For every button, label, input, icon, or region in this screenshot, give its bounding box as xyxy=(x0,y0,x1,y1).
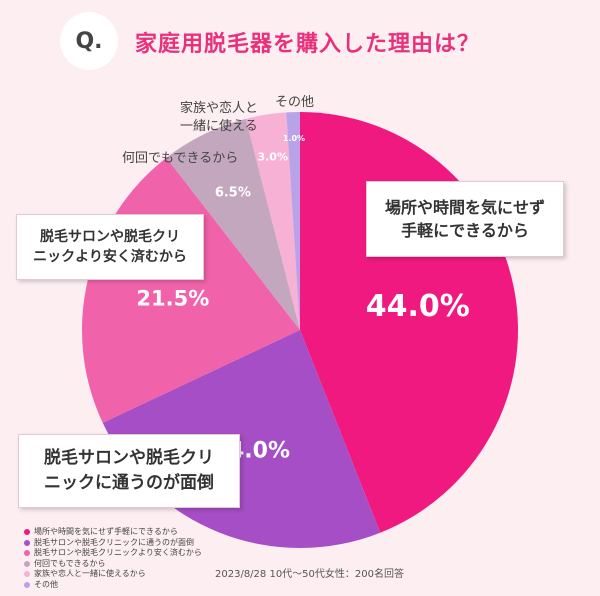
legend-label: 何回でもできるから xyxy=(34,558,106,568)
slice-value-label: 3.0% xyxy=(257,151,288,164)
legend-label: その他 xyxy=(34,579,58,589)
legend-label: 脱毛サロンや脱毛クリニックより安く済むから xyxy=(34,548,202,557)
slice-value-label: 44.0% xyxy=(366,289,470,324)
question-badge: Q. xyxy=(60,12,118,70)
slice-value-label: 1.0% xyxy=(283,134,305,143)
legend-item: 家族や恋人と一緒に使えるから xyxy=(24,569,202,580)
label-slice-5: その他 xyxy=(275,95,315,110)
callout-slice-1: 脱毛サロンや脱毛クリ ニックに通うのが面倒 xyxy=(18,434,240,508)
legend-label: 場所や時間を気にせず手軽にできるから xyxy=(34,527,178,536)
legend-label: 脱毛サロンや脱毛クリニックに通うのが面倒 xyxy=(34,537,194,547)
chart-title: 家庭用脱毛器を購入した理由は？ xyxy=(135,32,481,57)
slice-value-label: 6.5% xyxy=(215,185,251,200)
pie-slice xyxy=(245,112,300,330)
legend-item: その他 xyxy=(24,580,202,591)
source-note: 2023/8/28 10代〜50代女性：200名回答 xyxy=(215,569,404,580)
callout-slice-0: 場所や時間を気にせず 手軽にできるから xyxy=(366,181,564,257)
legend-swatch xyxy=(24,560,30,567)
label-slice-4: 家族や恋人と 一緒に使える xyxy=(180,101,259,134)
header: Q. 家庭用脱毛器を購入した理由は？ xyxy=(0,0,600,82)
legend-item: 何回でもできるから xyxy=(24,559,202,570)
callout-slice-2: 脱毛サロンや脱毛クリ ニックより安く済むから xyxy=(16,214,204,280)
legend-swatch xyxy=(24,529,30,536)
slice-value-label: 21.5% xyxy=(136,286,209,310)
legend-swatch xyxy=(24,571,30,578)
legend-swatch xyxy=(24,539,30,546)
legend-item: 脱毛サロンや脱毛クリニックに通うのが面倒 xyxy=(24,538,202,549)
legend-swatch xyxy=(24,550,30,557)
legend-swatch xyxy=(24,581,30,588)
legend-item: 場所や時間を気にせず手軽にできるから xyxy=(24,527,202,538)
legend-item: 脱毛サロンや脱毛クリニックより安く済むから xyxy=(24,548,202,559)
pie-slice xyxy=(166,118,300,330)
pie-slice xyxy=(286,112,300,330)
label-slice-3: 何回でもできるから xyxy=(122,151,239,166)
legend-label: 家族や恋人と一緒に使えるから xyxy=(34,569,146,578)
legend: 場所や時間を気にせず手軽にできるから 脱毛サロンや脱毛クリニックに通うのが面倒 … xyxy=(24,527,202,590)
